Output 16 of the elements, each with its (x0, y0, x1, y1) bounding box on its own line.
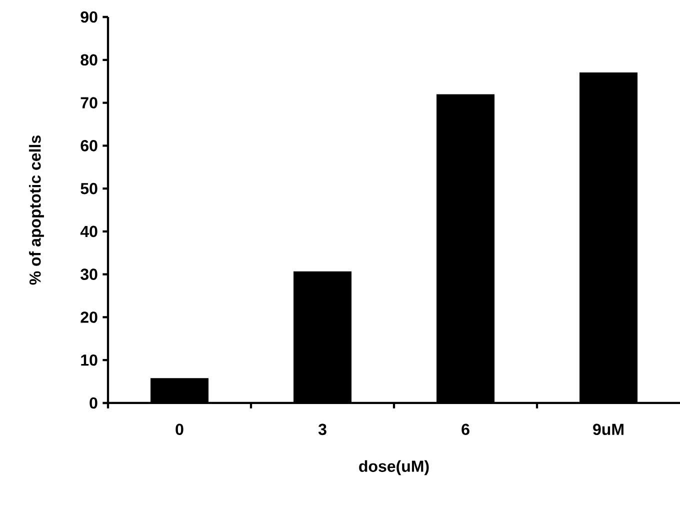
y-tick-label: 90 (80, 11, 98, 23)
y-tick-label: 40 (80, 226, 98, 238)
y-tick-label: 80 (80, 54, 98, 66)
x-tick-label: 6 (462, 424, 470, 436)
y-tick-label: 60 (80, 140, 98, 152)
y-axis-title: % of apoptotic cells (29, 136, 44, 285)
y-tick-label: 50 (80, 182, 98, 194)
y-tick-label: 10 (81, 354, 98, 366)
y-tick-label: 20 (80, 312, 98, 323)
x-tick-label: 3 (318, 424, 326, 436)
y-tick-label: 70 (80, 97, 98, 108)
y-tick-label: 30 (80, 268, 98, 280)
y-tick-label: 0 (90, 397, 98, 409)
x-tick-label: 0 (176, 424, 184, 436)
x-axis-title: dose(uM) (359, 460, 429, 476)
x-tick-label: 9uM (593, 424, 624, 436)
